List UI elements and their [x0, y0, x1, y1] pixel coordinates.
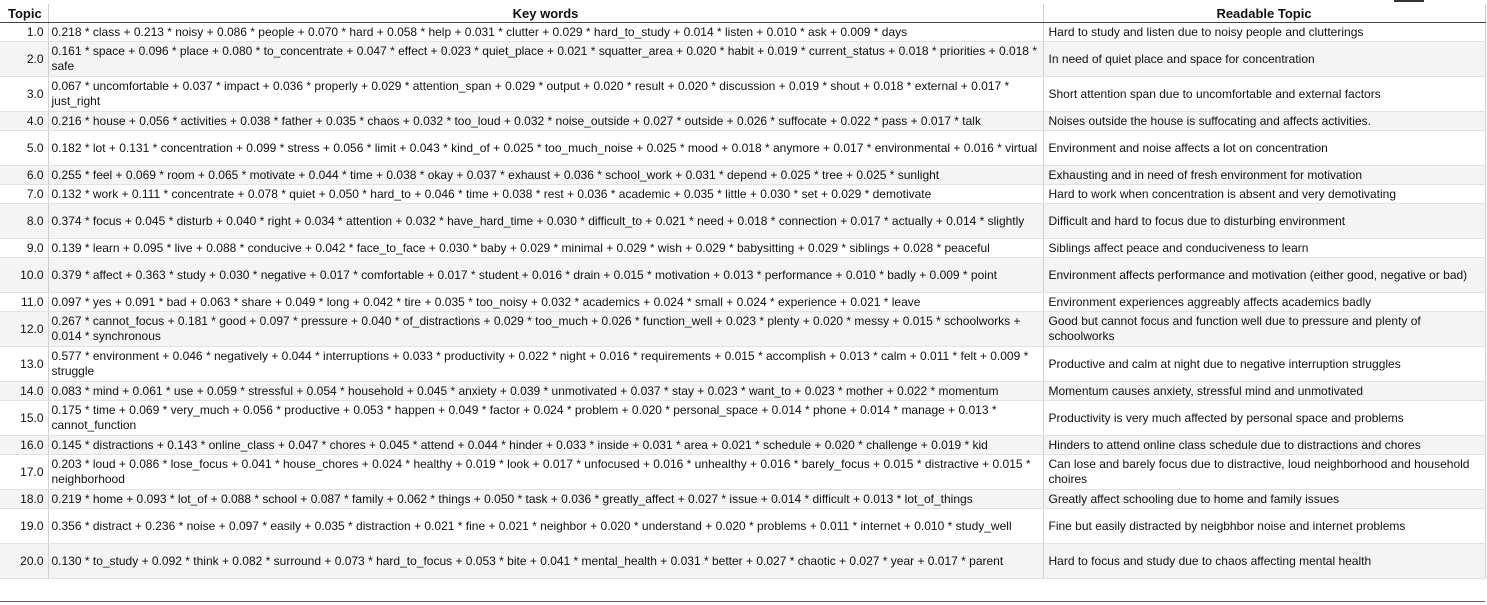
table-row: 11.0 0.097 * yes + 0.091 * bad + 0.063 * …: [0, 292, 1486, 312]
topic-cell: 13.0: [0, 346, 49, 382]
readable-topic-cell: Productivity is very much affected by pe…: [1043, 400, 1486, 436]
keywords-cell: 0.203 * loud + 0.086 * lose_focus + 0.04…: [48, 454, 1044, 490]
readable-topic-cell: Productive and calm at night due to nega…: [1043, 346, 1486, 382]
keywords-cell: 0.083 * mind + 0.061 * use + 0.059 * str…: [48, 381, 1044, 401]
keywords-cell: 0.139 * learn + 0.095 * live + 0.088 * c…: [48, 238, 1044, 258]
table-row: 10.0 0.379 * affect + 0.363 * study + 0.0…: [0, 257, 1486, 293]
keywords-cell: 0.182 * lot + 0.131 * concentration + 0.…: [48, 130, 1044, 166]
header-row: Topic Key words Readable Topic: [0, 4, 1486, 23]
readable-topic-cell: Environment and noise affects a lot on c…: [1043, 130, 1486, 166]
table-row: 13.0 0.577 * environment + 0.046 * negati…: [0, 346, 1486, 382]
table-row: 1.0 0.218 * class + 0.213 * noisy + 0.086…: [0, 22, 1486, 42]
table-row: 19.0 0.356 * distract + 0.236 * noise + 0…: [0, 508, 1486, 544]
readable-topic-cell: Good but cannot focus and function well …: [1043, 311, 1486, 347]
topic-cell: 15.0: [0, 400, 49, 436]
keywords-cell: 0.175 * time + 0.069 * very_much + 0.056…: [48, 400, 1044, 436]
table-row: 15.0 0.175 * time + 0.069 * very_much + 0…: [0, 400, 1486, 436]
topic-cell: 7.0: [0, 184, 49, 204]
keywords-cell: 0.219 * home + 0.093 * lot_of + 0.088 * …: [48, 489, 1044, 509]
topic-cell: 10.0: [0, 257, 49, 293]
keywords-cell: 0.267 * cannot_focus + 0.181 * good + 0.…: [48, 311, 1044, 347]
table-row: 12.0 0.267 * cannot_focus + 0.181 * good …: [0, 311, 1486, 347]
keywords-cell: 0.130 * to_study + 0.092 * think + 0.082…: [48, 543, 1044, 579]
table-bottom-border: [0, 601, 1485, 602]
scrollbar-thumb[interactable]: [1394, 0, 1424, 2]
table-row: 14.0 0.083 * mind + 0.061 * use + 0.059 *…: [0, 381, 1486, 401]
keywords-cell: 0.145 * distractions + 0.143 * online_cl…: [48, 435, 1044, 455]
topic-cell: 20.0: [0, 543, 49, 579]
header-keywords: Key words: [48, 4, 1044, 23]
keywords-cell: 0.067 * uncomfortable + 0.037 * impact +…: [48, 76, 1044, 112]
readable-topic-cell: Greatly affect schooling due to home and…: [1043, 489, 1486, 509]
topic-cell: 4.0: [0, 111, 49, 131]
keywords-cell: 0.161 * space + 0.096 * place + 0.080 * …: [48, 41, 1044, 77]
table-row: 2.0 0.161 * space + 0.096 * place + 0.080…: [0, 41, 1486, 77]
readable-topic-cell: Environment affects performance and moti…: [1043, 257, 1486, 293]
topic-cell: 17.0: [0, 454, 49, 490]
table-row: 4.0 0.216 * house + 0.056 * activities + …: [0, 111, 1486, 131]
topic-cell: 12.0: [0, 311, 49, 347]
topics-table: Topic Key words Readable Topic 1.0 0.218 …: [0, 4, 1486, 579]
topic-cell: 9.0: [0, 238, 49, 258]
topic-cell: 5.0: [0, 130, 49, 166]
keywords-cell: 0.577 * environment + 0.046 * negatively…: [48, 346, 1044, 382]
table-row: 8.0 0.374 * focus + 0.045 * disturb + 0.0…: [0, 203, 1486, 239]
table-row: 6.0 0.255 * feel + 0.069 * room + 0.065 *…: [0, 165, 1486, 185]
table-row: 20.0 0.130 * to_study + 0.092 * think + 0…: [0, 543, 1486, 579]
readable-topic-cell: Hinders to attend online class schedule …: [1043, 435, 1486, 455]
keywords-cell: 0.132 * work + 0.111 * concentrate + 0.0…: [48, 184, 1044, 204]
topic-cell: 19.0: [0, 508, 49, 544]
readable-topic-cell: Hard to focus and study due to chaos aff…: [1043, 543, 1486, 579]
readable-topic-cell: Siblings affect peace and conduciveness …: [1043, 238, 1486, 258]
keywords-cell: 0.356 * distract + 0.236 * noise + 0.097…: [48, 508, 1044, 544]
header-readable-topic: Readable Topic: [1043, 4, 1486, 23]
topic-cell: 1.0: [0, 22, 49, 42]
table-row: 7.0 0.132 * work + 0.111 * concentrate + …: [0, 184, 1486, 204]
readable-topic-cell: Can lose and barely focus due to distrac…: [1043, 454, 1486, 490]
readable-topic-cell: Exhausting and in need of fresh environm…: [1043, 165, 1486, 185]
topic-cell: 11.0: [0, 292, 49, 312]
readable-topic-cell: Hard to work when concentration is absen…: [1043, 184, 1486, 204]
topic-cell: 3.0: [0, 76, 49, 112]
table-row: 9.0 0.139 * learn + 0.095 * live + 0.088 …: [0, 238, 1486, 258]
keywords-cell: 0.379 * affect + 0.363 * study + 0.030 *…: [48, 257, 1044, 293]
topic-cell: 6.0: [0, 165, 49, 185]
readable-topic-cell: Short attention span due to uncomfortabl…: [1043, 76, 1486, 112]
readable-topic-cell: Fine but easily distracted by neigbhbor …: [1043, 508, 1486, 544]
table-row: 3.0 0.067 * uncomfortable + 0.037 * impac…: [0, 76, 1486, 112]
keywords-cell: 0.255 * feel + 0.069 * room + 0.065 * mo…: [48, 165, 1044, 185]
keywords-cell: 0.216 * house + 0.056 * activities + 0.0…: [48, 111, 1044, 131]
header-topic: Topic: [0, 4, 49, 23]
keywords-cell: 0.218 * class + 0.213 * noisy + 0.086 * …: [48, 22, 1044, 42]
topic-cell: 2.0: [0, 41, 49, 77]
readable-topic-cell: Environment experiences aggreably affect…: [1043, 292, 1486, 312]
topic-cell: 8.0: [0, 203, 49, 239]
table-row: 5.0 0.182 * lot + 0.131 * concentration +…: [0, 130, 1486, 166]
keywords-cell: 0.374 * focus + 0.045 * disturb + 0.040 …: [48, 203, 1044, 239]
readable-topic-cell: Momentum causes anxiety, stressful mind …: [1043, 381, 1486, 401]
topic-cell: 16.0: [0, 435, 49, 455]
topic-cell: 18.0: [0, 489, 49, 509]
readable-topic-cell: Noises outside the house is suffocating …: [1043, 111, 1486, 131]
table-row: 17.0 0.203 * loud + 0.086 * lose_focus + …: [0, 454, 1486, 490]
readable-topic-cell: Difficult and hard to focus due to distu…: [1043, 203, 1486, 239]
table-row: 18.0 0.219 * home + 0.093 * lot_of + 0.08…: [0, 489, 1486, 509]
readable-topic-cell: In need of quiet place and space for con…: [1043, 41, 1486, 77]
readable-topic-cell: Hard to study and listen due to noisy pe…: [1043, 22, 1486, 42]
keywords-cell: 0.097 * yes + 0.091 * bad + 0.063 * shar…: [48, 292, 1044, 312]
table-row: 16.0 0.145 * distractions + 0.143 * onlin…: [0, 435, 1486, 455]
topic-cell: 14.0: [0, 381, 49, 401]
